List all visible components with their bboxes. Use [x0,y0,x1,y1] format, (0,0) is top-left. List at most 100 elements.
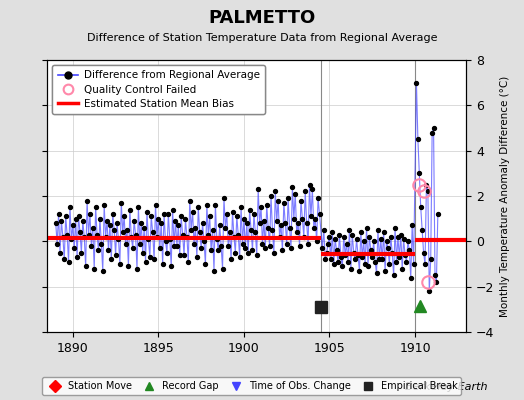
Point [394,234,402,240]
Point [94,247,103,254]
Point [363,224,371,231]
Point [197,245,205,251]
Point [409,261,418,267]
Point [428,129,436,136]
Point [219,265,227,272]
Point [371,258,379,265]
Point [251,229,259,236]
Point [76,229,84,236]
Point [357,229,365,236]
Point [315,211,324,217]
Point [412,80,421,86]
Point [244,250,253,256]
Point [117,200,125,206]
Point [260,218,268,224]
Point [341,252,350,258]
Point [265,243,274,249]
Point [328,229,336,236]
Point [281,220,289,226]
Point [210,268,218,274]
Point [64,258,73,265]
Point [195,229,204,236]
Point [100,202,108,208]
Point [199,220,207,226]
Point [89,224,97,231]
Point [84,231,93,238]
Point [57,218,66,224]
Point [130,218,138,224]
Point [124,263,133,270]
Point [375,256,384,263]
Point [294,220,302,226]
Point [230,234,238,240]
Point [240,216,248,222]
Point [322,250,331,256]
Point [427,256,435,263]
Point [211,202,220,208]
Point [223,211,231,217]
Point [402,258,411,265]
Y-axis label: Monthly Temperature Anomaly Difference (°C): Monthly Temperature Anomaly Difference (… [500,75,510,317]
Point [138,250,147,256]
Point [86,211,94,217]
Point [127,234,136,240]
Point [227,256,235,263]
Point [191,224,200,231]
Point [60,256,69,263]
Point [102,234,110,240]
Point [137,220,146,226]
Point [245,206,254,213]
Point [270,250,278,256]
Point [177,213,185,220]
Legend: Station Move, Record Gap, Time of Obs. Change, Empirical Break: Station Move, Record Gap, Time of Obs. C… [41,377,462,395]
Point [344,258,352,265]
Point [384,245,392,251]
Point [185,197,194,204]
Point [107,256,115,263]
Point [104,247,113,254]
Point [408,222,417,229]
Point [277,222,285,229]
Point [334,258,342,265]
Point [312,238,321,244]
Point [161,238,170,244]
Point [243,220,251,226]
Point [181,216,190,222]
Point [167,263,176,270]
Point [278,247,287,254]
Point [214,247,223,254]
Point [114,236,123,242]
Point [63,231,71,238]
Point [136,240,144,247]
Point [215,222,224,229]
Point [310,224,318,231]
Point [148,229,157,236]
Point [358,254,366,260]
Point [200,238,208,244]
Point [143,209,151,215]
Point [373,270,381,276]
Point [140,224,148,231]
Point [348,231,356,238]
Point [253,252,261,258]
Text: Berkeley Earth: Berkeley Earth [405,382,487,392]
Point [54,211,63,217]
Point [368,254,376,260]
Point [261,245,269,251]
Point [141,258,150,265]
Point [66,204,74,210]
Point [291,190,299,197]
Point [405,247,413,254]
Point [337,254,345,260]
Point [56,250,64,256]
Point [241,245,249,251]
Point [204,231,212,238]
Point [345,227,354,233]
Point [213,236,221,242]
Point [87,243,95,249]
Point [154,216,162,222]
Point [209,227,217,233]
Point [183,234,191,240]
Point [144,236,152,242]
Point [282,240,291,247]
